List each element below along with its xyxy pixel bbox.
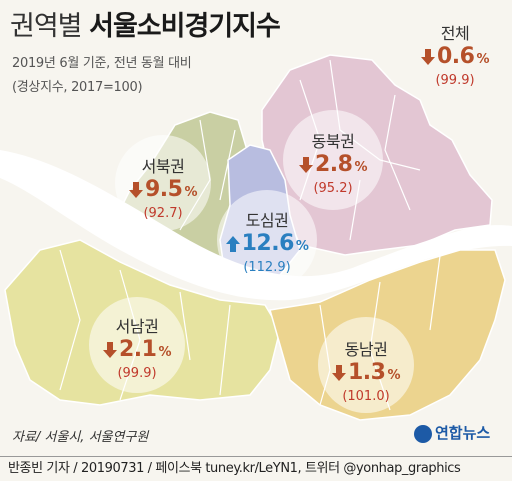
index-value: (112.9) (243, 260, 291, 275)
down-arrow-icon (102, 342, 117, 358)
label-northwest: 서북권 9.5% (92.7) (113, 153, 213, 221)
label-southwest: 서남권 2.1% (99.9) (87, 313, 187, 381)
label-halo-northwest (115, 135, 211, 231)
region-name: 서북권 (141, 157, 185, 176)
label-halo-northeast (283, 110, 383, 210)
page-title: 권역별 서울소비경기지수 (10, 4, 281, 43)
logo-text: 연합뉴스 (435, 424, 491, 442)
label-central: 도심권 12.6% (112.9) (215, 207, 319, 275)
title-main: 서울소비경기지수 (89, 11, 281, 42)
change-value: 2.8% (283, 152, 383, 181)
region-name: 동남권 (344, 340, 388, 359)
han-river (0, 150, 512, 301)
source-note: 자료/ 서울시, 서울연구원 (12, 430, 149, 445)
label-halo-southeast (318, 317, 414, 413)
change-value: 2.1% (87, 337, 187, 366)
title-prefix: 권역별 (10, 11, 83, 42)
change-value: 1.3% (316, 360, 416, 389)
region-name: 도심권 (245, 211, 289, 230)
down-arrow-icon (298, 157, 313, 173)
down-arrow-icon (420, 49, 435, 65)
change-value: 9.5% (113, 177, 213, 206)
region-name: 동북권 (311, 132, 355, 151)
region-name: 서남권 (115, 317, 159, 336)
index-value: (101.0) (342, 389, 390, 404)
yonhap-logo-icon (414, 424, 432, 443)
yonhap-logo: 연합뉴스 (414, 422, 490, 443)
down-arrow-icon (128, 182, 143, 198)
label-halo-southwest (89, 297, 185, 393)
subtitle-index-note: (경상지수, 2017=100) (12, 80, 143, 95)
label-southeast: 동남권 1.3% (101.0) (316, 336, 416, 404)
index-value: (95.2) (313, 181, 353, 196)
credit-footer: 반종빈 기자 / 20190731 / 페이스북 tuney.kr/LeYN1,… (0, 456, 512, 481)
change-value: 12.6% (215, 231, 319, 260)
index-value: (92.7) (143, 206, 183, 221)
label-halo-central (217, 190, 317, 290)
label-northeast: 동북권 2.8% (95.2) (283, 128, 383, 196)
index-value: (99.9) (435, 73, 475, 88)
down-arrow-icon (331, 365, 346, 381)
subtitle-basis: 2019년 6월 기준, 전년 동월 대비 (12, 56, 192, 71)
change-value: 0.6% (410, 44, 500, 73)
up-arrow-icon (225, 236, 240, 252)
index-value: (99.9) (117, 366, 157, 381)
label-total: 전체 0.6% (99.9) (410, 20, 500, 88)
region-name: 전체 (440, 24, 470, 43)
